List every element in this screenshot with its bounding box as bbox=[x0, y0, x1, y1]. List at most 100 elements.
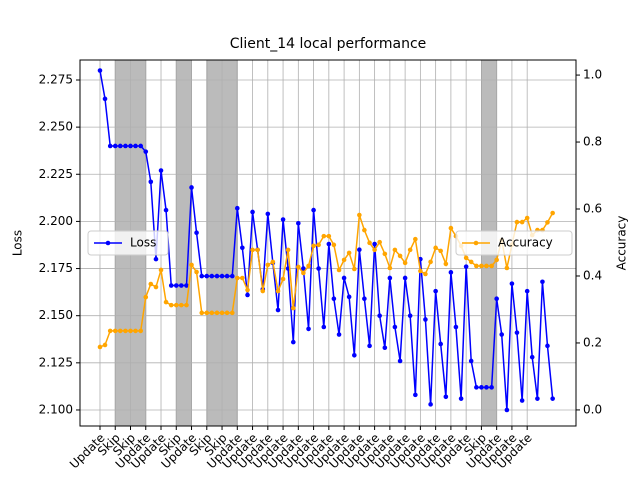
point bbox=[438, 341, 443, 347]
point bbox=[107, 328, 113, 334]
y-tick-label: 2.225 bbox=[39, 167, 73, 181]
point bbox=[494, 296, 499, 302]
point bbox=[433, 288, 438, 294]
point bbox=[219, 273, 225, 279]
point bbox=[321, 324, 327, 330]
point bbox=[138, 143, 144, 149]
point bbox=[316, 242, 321, 248]
point bbox=[326, 241, 332, 247]
point bbox=[524, 215, 530, 221]
chart-title: Client_14 local performance bbox=[230, 36, 427, 52]
point bbox=[514, 330, 520, 335]
point bbox=[423, 317, 428, 322]
point bbox=[245, 292, 250, 298]
y2-tick-label: 0.2 bbox=[583, 335, 602, 349]
point bbox=[250, 247, 255, 253]
point bbox=[433, 245, 438, 251]
point bbox=[372, 247, 377, 253]
point bbox=[224, 310, 230, 316]
point bbox=[234, 205, 240, 211]
point bbox=[133, 143, 138, 149]
point bbox=[423, 271, 428, 277]
point bbox=[352, 266, 357, 272]
point bbox=[463, 264, 469, 269]
point bbox=[311, 207, 316, 213]
point bbox=[245, 287, 250, 293]
point bbox=[112, 143, 118, 149]
point bbox=[418, 268, 423, 274]
point bbox=[367, 240, 372, 246]
point bbox=[265, 262, 271, 268]
plot-frame bbox=[79, 59, 577, 427]
y2-tick-label: 0.6 bbox=[583, 202, 602, 216]
point bbox=[250, 209, 255, 215]
point bbox=[123, 143, 128, 149]
point bbox=[173, 283, 179, 288]
point bbox=[326, 233, 332, 239]
y-tick-label: 2.125 bbox=[39, 355, 73, 369]
y-axis-label: Loss bbox=[11, 230, 25, 256]
point bbox=[377, 313, 382, 318]
point bbox=[362, 296, 367, 302]
point bbox=[535, 396, 540, 401]
point bbox=[489, 263, 494, 269]
legend-label: Accuracy bbox=[498, 236, 553, 250]
point bbox=[377, 239, 382, 245]
point bbox=[519, 219, 525, 225]
point bbox=[382, 345, 388, 351]
y-tick-label: 2.250 bbox=[39, 120, 73, 134]
point bbox=[117, 143, 123, 149]
point bbox=[372, 241, 377, 247]
y-tick-label: 2.100 bbox=[39, 402, 73, 416]
point bbox=[387, 265, 393, 271]
point bbox=[199, 273, 205, 279]
legend-label: Loss bbox=[130, 236, 156, 250]
point bbox=[163, 299, 169, 305]
point bbox=[392, 324, 398, 330]
point bbox=[529, 354, 535, 360]
legend-marker bbox=[473, 240, 479, 246]
point bbox=[479, 263, 484, 269]
point bbox=[138, 328, 144, 334]
point bbox=[407, 247, 413, 253]
point bbox=[428, 259, 433, 265]
point bbox=[382, 251, 388, 257]
point bbox=[128, 328, 133, 334]
point bbox=[514, 219, 520, 225]
point bbox=[357, 212, 362, 218]
point bbox=[458, 396, 464, 401]
point bbox=[428, 402, 433, 407]
point bbox=[290, 305, 296, 311]
point bbox=[336, 332, 342, 337]
point bbox=[504, 265, 510, 271]
point bbox=[97, 344, 103, 350]
point bbox=[413, 392, 418, 398]
point bbox=[153, 256, 159, 262]
y2-axis-label: Accuracy bbox=[615, 216, 629, 271]
point bbox=[189, 262, 194, 268]
point bbox=[229, 310, 235, 316]
point bbox=[479, 385, 484, 390]
point bbox=[143, 149, 149, 154]
point bbox=[540, 279, 545, 285]
point bbox=[214, 273, 220, 279]
point bbox=[494, 257, 499, 263]
point bbox=[199, 310, 205, 316]
point bbox=[402, 260, 408, 266]
point bbox=[219, 310, 225, 316]
point bbox=[270, 259, 276, 265]
point bbox=[194, 269, 199, 275]
point bbox=[179, 302, 184, 308]
point bbox=[133, 328, 138, 334]
point bbox=[413, 236, 418, 242]
point bbox=[346, 250, 352, 256]
point bbox=[489, 385, 494, 390]
point bbox=[234, 275, 240, 281]
point bbox=[148, 179, 154, 185]
point bbox=[357, 247, 362, 252]
point bbox=[184, 302, 189, 308]
point bbox=[102, 96, 108, 102]
point bbox=[240, 245, 245, 251]
point bbox=[367, 343, 372, 349]
point bbox=[153, 284, 159, 290]
